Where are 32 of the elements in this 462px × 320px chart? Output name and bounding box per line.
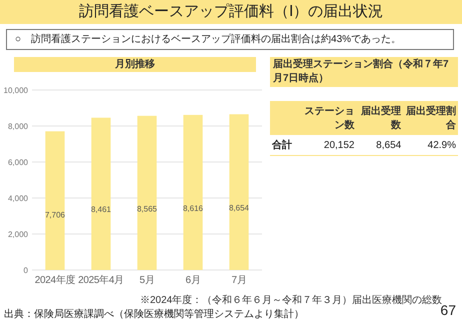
bar bbox=[137, 116, 157, 270]
text: 20,152 bbox=[322, 138, 356, 152]
data-label: 7,706 bbox=[44, 210, 66, 220]
y-tick-label: 0 bbox=[24, 266, 29, 275]
y-tick-label: 6,000 bbox=[8, 158, 29, 167]
text: 67 bbox=[440, 302, 456, 318]
bar bbox=[183, 114, 203, 270]
text: ○ 訪問看護ステーションにおけるベースアップ評価料の届出割合は約43%であった。 bbox=[6, 29, 454, 50]
text: 届出受理ステーション割合（令和７年7月7日時点） bbox=[270, 57, 458, 87]
x-tick-label: 6月 bbox=[186, 275, 200, 286]
data-label: 8,654 bbox=[228, 204, 250, 213]
bar bbox=[91, 118, 111, 270]
data-label: 8,616 bbox=[182, 204, 204, 213]
text: 合計 bbox=[271, 138, 293, 153]
chart-title: 訪問看護ベースアップ評価料（Ⅰ）の届出状況 bbox=[0, 0, 462, 24]
y-tick-label: 10,000 bbox=[4, 86, 29, 95]
x-tick-label: 2025年4月 bbox=[78, 274, 124, 286]
source-note: 出典：保険局医療課調べ（保険医療機関等管理システムより集計） bbox=[4, 308, 304, 320]
y-tick-label: 8,000 bbox=[8, 122, 29, 131]
bar bbox=[45, 131, 65, 270]
bar bbox=[229, 114, 249, 270]
x-tick-label: 5月 bbox=[140, 275, 154, 286]
chart-subtitle: 月別推移 bbox=[14, 57, 256, 72]
y-tick-label: 2,000 bbox=[8, 230, 29, 239]
x-tick-label: 2024年度 bbox=[34, 274, 76, 286]
text: ※2024年度：（令和６年６月～令和７年３月）届出医療機関の総数 bbox=[140, 294, 442, 306]
text: 8,654 bbox=[375, 138, 402, 152]
y-tick-label: 4,000 bbox=[8, 194, 29, 203]
text: 42.9% bbox=[426, 138, 457, 152]
x-tick-label: 7月 bbox=[232, 275, 246, 286]
data-label: 8,461 bbox=[90, 205, 112, 214]
data-label: 8,565 bbox=[136, 204, 158, 214]
